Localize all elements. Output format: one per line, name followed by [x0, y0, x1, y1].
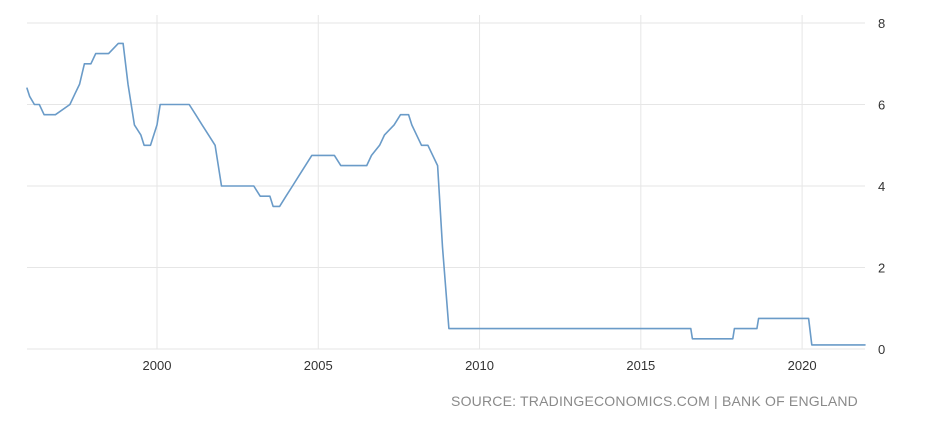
axis-labels: 2000 2005 2010 2015 2020 0 2 4 6 8	[143, 16, 886, 373]
x-tick-label: 2020	[788, 358, 817, 373]
x-tick-label: 2010	[465, 358, 494, 373]
y-tick-label: 2	[878, 261, 885, 276]
source-note: SOURCE: TRADINGECONOMICS.COM | BANK OF E…	[451, 393, 858, 409]
x-tick-label: 2005	[304, 358, 333, 373]
y-tick-label: 6	[878, 98, 885, 113]
y-tick-label: 8	[878, 16, 885, 31]
series-layer	[26, 42, 866, 346]
y-tick-label: 0	[878, 342, 885, 357]
x-tick-label: 2000	[143, 358, 172, 373]
series-line	[26, 42, 866, 346]
grid-lines	[27, 15, 865, 350]
y-tick-label: 4	[878, 179, 885, 194]
x-tick-label: 2015	[626, 358, 655, 373]
